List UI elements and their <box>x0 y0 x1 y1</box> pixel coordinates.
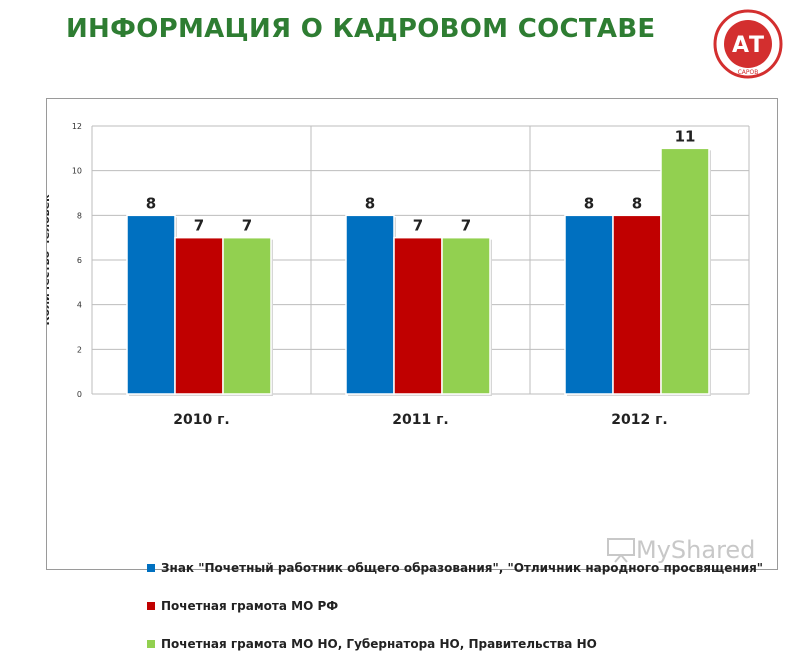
bar <box>612 214 662 395</box>
logo-monogram: АТ <box>732 33 764 58</box>
x-tick-label: 2011 г. <box>392 412 448 428</box>
y-tick-label: 2 <box>77 345 82 354</box>
bar-data-label: 8 <box>365 194 375 212</box>
y-tick-label: 8 <box>77 211 82 220</box>
legend-swatch <box>147 640 155 648</box>
y-tick-label: 10 <box>72 167 82 176</box>
legend-swatch <box>147 564 155 572</box>
legend-swatch <box>147 602 155 610</box>
y-axis-title: Количество человек <box>47 194 52 326</box>
slide-title: ИНФОРМАЦИЯ О КАДРОВОМ СОСТАВЕ <box>66 14 656 44</box>
legend-item: Почетная грамота МО НО, Губернатора НО, … <box>147 637 597 651</box>
bar-chart: 0 2 4 6 8 10 12 Количество человек 8 7 7 2010 г. 8 7 7… <box>47 122 750 428</box>
x-tick-label: 2010 г. <box>173 412 229 428</box>
legend-item: Знак "Почетный работник общего образован… <box>147 561 763 575</box>
y-tick-label: 6 <box>77 256 82 265</box>
bar-data-label: 7 <box>194 217 204 235</box>
logo-city-label: САРОВ <box>738 69 759 76</box>
bar <box>441 236 491 395</box>
bar-data-label: 11 <box>675 127 696 145</box>
watermark: MyShared <box>606 536 755 564</box>
bar-data-label: 7 <box>242 217 252 235</box>
legend-label: Почетная грамота МО РФ <box>161 599 339 613</box>
y-tick-label: 4 <box>77 301 82 310</box>
legend-label: Почетная грамота МО НО, Губернатора НО, … <box>161 637 597 651</box>
chart-frame: 0 2 4 6 8 10 12 Количество человек 8 7 7 2010 г. 8 7 7… <box>46 98 778 651</box>
watermark-text: MyShared <box>636 536 756 564</box>
bar-data-label: 7 <box>461 217 471 235</box>
bar <box>564 214 614 395</box>
presentation-board-icon <box>607 538 635 563</box>
bar <box>345 214 395 395</box>
bar <box>393 236 443 395</box>
legend-label: Знак "Почетный работник общего образован… <box>161 561 764 575</box>
bar <box>660 147 710 395</box>
bar <box>222 236 272 395</box>
bar <box>126 214 176 395</box>
bar <box>174 236 224 395</box>
bar-data-label: 7 <box>413 217 423 235</box>
bar-data-label: 8 <box>146 194 156 212</box>
legend-item: Почетная грамота МО РФ <box>147 599 338 613</box>
x-tick-label: 2012 г. <box>611 412 667 428</box>
y-tick-label: 0 <box>77 390 82 399</box>
logo: АТ САРОВ <box>713 9 783 79</box>
y-tick-label: 12 <box>72 122 82 131</box>
bar-data-label: 8 <box>632 194 642 212</box>
bar-data-label: 8 <box>584 194 594 212</box>
